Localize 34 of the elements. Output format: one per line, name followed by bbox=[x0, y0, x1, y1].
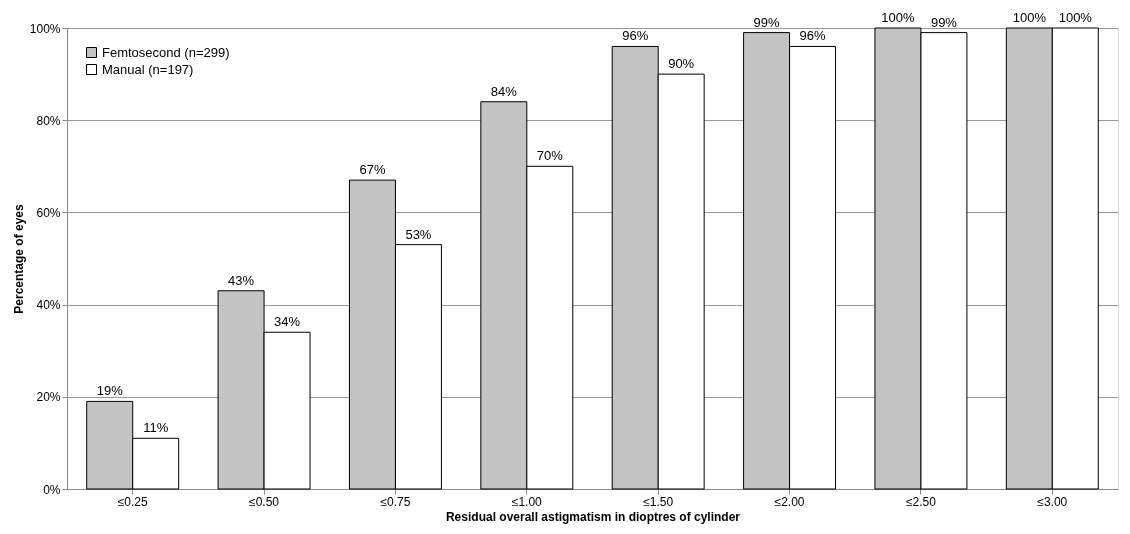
data-label: 100% bbox=[1058, 10, 1093, 25]
legend-label: Femtosecond (n=299) bbox=[102, 44, 230, 60]
data-label: 99% bbox=[753, 14, 781, 30]
y-tick-label: 20% bbox=[36, 390, 61, 405]
data-label: 19% bbox=[96, 383, 124, 399]
data-label: 11% bbox=[143, 420, 169, 436]
data-label: 84% bbox=[490, 83, 518, 99]
data-label: 53% bbox=[405, 226, 432, 242]
data-label: 100% bbox=[881, 10, 916, 25]
x-axis-title: Residual overall astigmatism in dioptres of cylinder bbox=[445, 509, 741, 524]
data-label: 43% bbox=[228, 272, 255, 288]
y-axis-title: Percentage of eyes bbox=[11, 203, 26, 314]
y-tick-label: 40% bbox=[36, 298, 61, 313]
y-tick-label: 60% bbox=[36, 205, 61, 220]
y-tick-label: 100% bbox=[29, 21, 61, 36]
x-tick-label: ≤0.25 bbox=[117, 494, 148, 509]
data-label: 100% bbox=[1012, 10, 1047, 25]
x-tick-label: ≤3.00 bbox=[1037, 494, 1068, 509]
data-label: 96% bbox=[799, 28, 826, 44]
data-label: 90% bbox=[668, 56, 695, 72]
y-tick-label: 80% bbox=[36, 113, 61, 128]
y-tick-label: 0% bbox=[43, 482, 61, 497]
x-tick-label: ≤2.50 bbox=[905, 494, 937, 509]
legend-label: Manual (n=197) bbox=[102, 61, 194, 77]
data-label: 96% bbox=[622, 28, 649, 44]
data-label: 67% bbox=[359, 162, 386, 178]
data-label: 99% bbox=[930, 14, 958, 30]
data-label: 70% bbox=[536, 148, 564, 164]
data-label: 34% bbox=[274, 314, 301, 330]
x-tick-label: ≤1.00 bbox=[511, 494, 543, 509]
x-tick-label: ≤2.00 bbox=[774, 494, 805, 509]
x-tick-label: ≤0.50 bbox=[249, 494, 280, 509]
x-tick-label: ≤0.75 bbox=[380, 494, 411, 509]
x-tick-label: ≤1.50 bbox=[643, 494, 674, 509]
